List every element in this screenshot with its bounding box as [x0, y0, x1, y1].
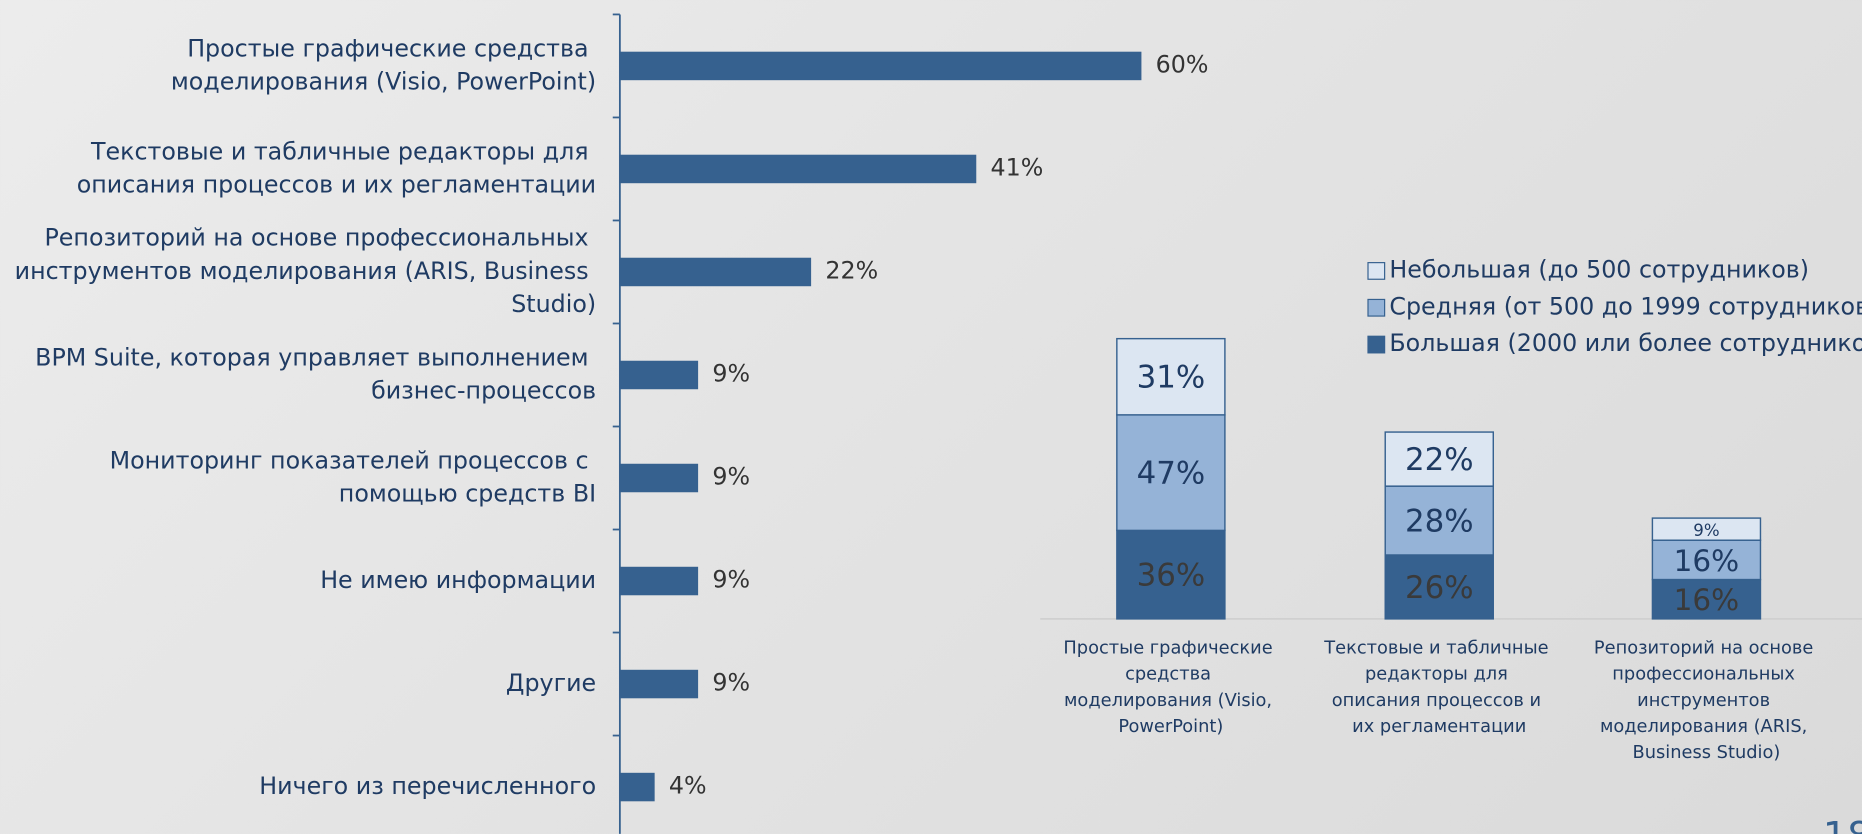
segment-label: 47% — [1137, 455, 1206, 491]
legend-swatch — [1367, 335, 1386, 354]
legend-label: Средняя (от 500 до 1999 сотрудников) — [1389, 292, 1862, 320]
category-label: Текстовые и табличные редакторы для опис… — [77, 137, 596, 198]
value-label: 9% — [712, 463, 750, 491]
segment-label: 28% — [1405, 503, 1474, 539]
bar — [619, 566, 699, 596]
segment-label: 36% — [1137, 558, 1206, 594]
bar — [619, 669, 699, 699]
bar-segment — [1116, 414, 1226, 532]
value-label: 22% — [825, 256, 878, 284]
bar-segment — [1651, 539, 1762, 581]
segment-label: 31% — [1137, 360, 1206, 396]
bar — [619, 360, 699, 390]
category-label: Простые графические средства моделирован… — [1063, 638, 1278, 737]
bar-segment — [1651, 517, 1762, 541]
segment-label: 26% — [1405, 570, 1474, 606]
legend-swatch — [1367, 262, 1386, 280]
bar-segment — [1384, 485, 1494, 556]
bar — [619, 51, 1142, 81]
bar-segment — [1651, 578, 1762, 620]
category-label: BPM Suite, которая управляет выполнением… — [35, 343, 596, 404]
value-label: 41% — [991, 153, 1044, 181]
bar-segment — [1384, 431, 1494, 487]
bar — [619, 154, 977, 184]
legend-swatch — [1367, 298, 1386, 317]
value-label: 60% — [1156, 50, 1209, 78]
value-label: 9% — [712, 359, 750, 387]
page-number: 18 — [1823, 814, 1862, 834]
value-label: 9% — [712, 566, 750, 594]
category-label: Репозиторий на основе профессиональных и… — [15, 223, 596, 318]
bar — [619, 463, 699, 493]
legend-label: Большая (2000 или более сотрудников) — [1389, 329, 1862, 357]
category-label: Ничего из перечисленного — [259, 772, 596, 800]
segment-label: 16% — [1674, 583, 1740, 617]
bar — [619, 257, 812, 287]
value-label: 4% — [669, 772, 707, 800]
category-label: Мониторинг показателей процессов с помощ… — [110, 446, 597, 507]
category-label: Другие — [506, 669, 596, 697]
segment-label: 16% — [1674, 544, 1740, 578]
segment-label: 9% — [1693, 521, 1719, 540]
bar — [619, 772, 655, 802]
segment-label: 22% — [1405, 442, 1474, 478]
bar-segment — [1384, 554, 1494, 620]
category-label: Не имею информации — [320, 566, 596, 594]
category-label: Репозиторий на основе профессиональных и… — [1594, 638, 1819, 763]
category-label: Простые графические средства моделирован… — [171, 34, 596, 95]
category-label: Текстовые и табличные редакторы для опис… — [1323, 638, 1554, 737]
legend-label: Небольшая (до 500 сотрудников) — [1389, 255, 1809, 283]
value-label: 9% — [712, 669, 750, 697]
bar-segment — [1116, 337, 1226, 416]
